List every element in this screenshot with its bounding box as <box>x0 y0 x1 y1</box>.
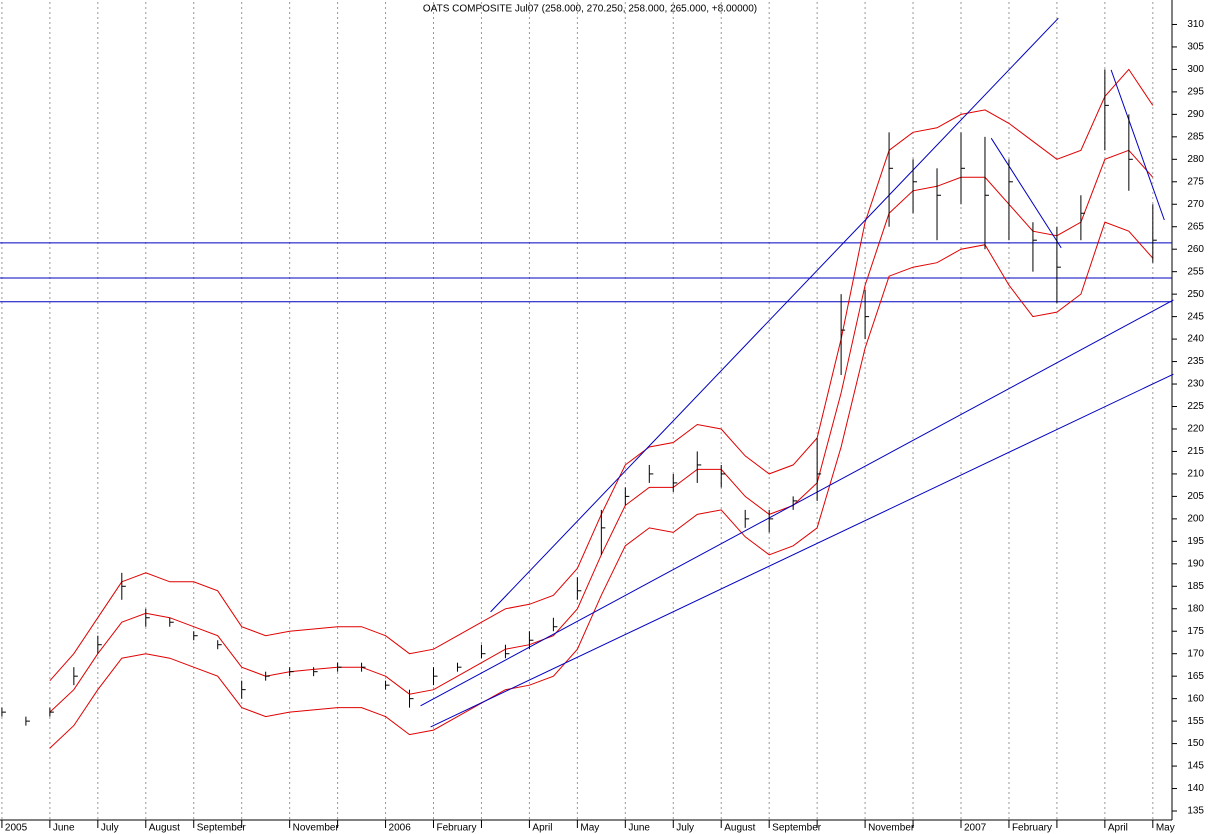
y-tick-label: 220 <box>1187 424 1204 435</box>
y-tick-label: 160 <box>1187 693 1204 704</box>
y-tick-label: 210 <box>1187 469 1204 480</box>
y-tick-label: 185 <box>1187 581 1204 592</box>
y-tick-label: 225 <box>1187 401 1204 412</box>
x-tick-label: September <box>772 823 822 834</box>
y-tick-label: 235 <box>1187 356 1204 367</box>
trend-line <box>1110 69 1165 221</box>
x-tick-label: April <box>1108 823 1128 834</box>
y-tick-label: 285 <box>1187 131 1204 142</box>
x-tick-label: February <box>437 823 477 834</box>
y-tick-label: 215 <box>1187 446 1204 457</box>
y-tick-label: 240 <box>1187 334 1204 345</box>
y-tick-label: 155 <box>1187 716 1204 727</box>
envelope-line <box>49 221 1154 749</box>
x-tick-label: May <box>580 823 599 834</box>
y-tick-label: 250 <box>1187 289 1204 300</box>
y-tick-label: 245 <box>1187 311 1204 322</box>
envelope-line <box>49 149 1154 713</box>
y-tick-label: 195 <box>1187 536 1204 547</box>
y-tick-label: 145 <box>1187 761 1204 772</box>
trend-line <box>990 137 1062 249</box>
y-tick-label: 270 <box>1187 199 1204 210</box>
y-tick-label: 140 <box>1187 783 1204 794</box>
x-tick-label: February <box>1012 823 1052 834</box>
y-tick-label: 190 <box>1187 558 1204 569</box>
y-tick-label: 260 <box>1187 244 1204 255</box>
y-tick-label: 175 <box>1187 626 1204 637</box>
x-tick-label: September <box>197 823 247 834</box>
x-tick-label: June <box>53 823 75 834</box>
y-tick-label: 310 <box>1187 19 1204 30</box>
y-tick-label: 170 <box>1187 648 1204 659</box>
y-tick-label: 290 <box>1187 109 1204 120</box>
x-tick-label: May <box>1156 823 1175 834</box>
x-tick-label: 2005 <box>5 823 28 834</box>
y-tick-label: 165 <box>1187 671 1204 682</box>
trend-line <box>490 17 1059 613</box>
y-tick-label: 295 <box>1187 87 1204 98</box>
y-tick-label: 200 <box>1187 514 1204 525</box>
x-tick-label: July <box>101 823 119 834</box>
trend-line <box>420 299 1174 707</box>
x-tick-label: November <box>868 823 915 834</box>
x-tick-label: April <box>532 823 552 834</box>
x-tick-label: June <box>628 823 650 834</box>
envelope-line <box>49 68 1154 682</box>
y-tick-label: 280 <box>1187 154 1204 165</box>
y-tick-label: 275 <box>1187 176 1204 187</box>
y-tick-label: 300 <box>1187 64 1204 75</box>
x-tick-label: 2006 <box>389 823 412 834</box>
x-tick-label: August <box>724 823 755 834</box>
x-tick-label: August <box>149 823 180 834</box>
x-tick-label: July <box>676 823 694 834</box>
x-tick-label: November <box>293 823 340 834</box>
y-tick-label: 150 <box>1187 738 1204 749</box>
y-tick-label: 305 <box>1187 42 1204 53</box>
x-tick-label: 2007 <box>964 823 987 834</box>
y-tick-label: 180 <box>1187 603 1204 614</box>
trend-line <box>430 373 1174 728</box>
y-tick-label: 135 <box>1187 806 1204 817</box>
y-tick-label: 265 <box>1187 221 1204 232</box>
y-tick-label: 255 <box>1187 266 1204 277</box>
chart-title: OATS COMPOSITE Jul07 (258.000, 270.250, … <box>423 4 757 15</box>
y-tick-label: 205 <box>1187 491 1204 502</box>
y-tick-label: 230 <box>1187 379 1204 390</box>
